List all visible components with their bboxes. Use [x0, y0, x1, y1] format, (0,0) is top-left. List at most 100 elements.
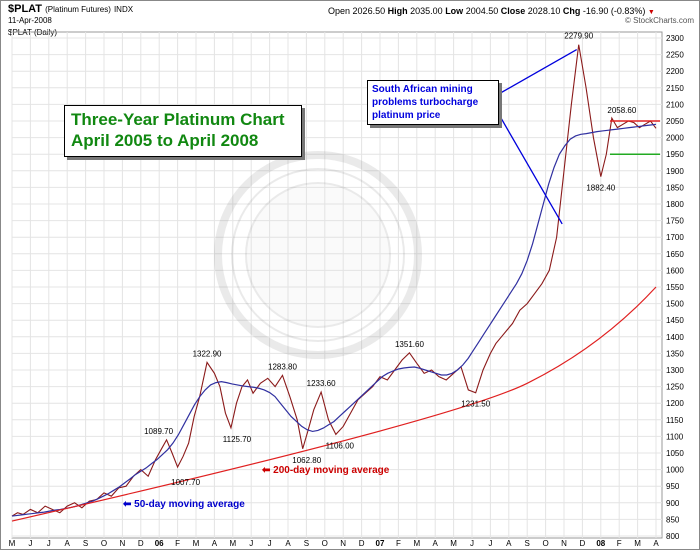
chart-annotations: 1089.70 1007.70 1322.90 1125.70 1283.80 1062.…	[144, 32, 637, 487]
high-label: High	[387, 6, 408, 16]
peak-label: 2058.60	[607, 106, 636, 115]
ticker-description: (Platinum Futures)	[45, 5, 111, 14]
y-tick-label: 1100	[666, 432, 684, 441]
y-tick-label: 1700	[666, 233, 684, 242]
chart-grid	[11, 31, 663, 539]
y-tick-label: 1050	[666, 449, 684, 458]
x-tick-label: J	[249, 539, 253, 548]
arrow-left-icon: ⬅	[262, 465, 271, 476]
x-tick-label: N	[561, 539, 567, 548]
peak-label: 1007.70	[171, 478, 200, 487]
y-tick-label: 2250	[666, 51, 684, 60]
x-tick-label: N	[340, 539, 346, 548]
stockcharts-credit: © StockCharts.com	[624, 16, 694, 25]
price-line	[11, 44, 657, 517]
x-tick-label: M	[413, 539, 420, 548]
x-tick-label: O	[101, 539, 107, 548]
y-tick-label: 2000	[666, 134, 684, 143]
y-tick-label: 1200	[666, 399, 684, 408]
x-tick-label: 07	[376, 539, 385, 548]
x-tick-label: D	[138, 539, 144, 548]
x-tick-label: F	[175, 539, 180, 548]
y-tick-label: 1000	[666, 466, 684, 475]
peak-label: 1125.70	[223, 435, 252, 444]
x-tick-label: N	[120, 539, 126, 548]
x-axis-labels: M J J A S O N D 06 F M A M J J A S O N D 07 F M A M J J A S O N D 08 F M A	[9, 539, 660, 548]
quote-date: 11-Apr-2008	[8, 16, 52, 25]
x-tick-label: S	[83, 539, 88, 548]
chg-value: -16.90 (-0.83%)	[582, 6, 646, 16]
peak-label: 1322.90	[193, 349, 222, 358]
x-tick-label: O	[322, 539, 328, 548]
arrow-left-icon: ⬅	[123, 499, 132, 510]
x-tick-label: O	[542, 539, 548, 548]
x-tick-label: M	[9, 539, 16, 548]
x-tick-label: S	[525, 539, 530, 548]
peak-label: 2279.90	[564, 32, 593, 41]
ma200-label-text: 200-day moving average	[273, 465, 390, 476]
y-tick-label: 900	[666, 499, 680, 508]
ma200-label: ⬅ 200-day moving average	[262, 465, 389, 476]
peak-label: 1062.80	[292, 456, 321, 465]
x-tick-label: J	[28, 539, 32, 548]
y-tick-label: 2050	[666, 117, 684, 126]
x-tick-label: F	[396, 539, 401, 548]
peak-label: 1351.60	[395, 340, 424, 349]
y-axis-labels: 800 850 900 950 1000 1050 1100 1150 1200 1250 1300…	[666, 34, 684, 541]
x-tick-label: J	[470, 539, 474, 548]
y-tick-label: 1550	[666, 283, 684, 292]
ma50-label: ⬅ 50-day moving average	[123, 499, 245, 510]
quote-summary: Open 2026.50 High 2035.00 Low 2004.50 Cl…	[328, 6, 655, 16]
y-tick-label: 1850	[666, 183, 684, 192]
mining-callout: South African mining problems turbocharg…	[367, 80, 499, 125]
y-tick-label: 850	[666, 515, 680, 524]
y-tick-label: 1950	[666, 150, 684, 159]
high-value: 2035.00	[410, 6, 443, 16]
open-label: Open	[328, 6, 351, 16]
x-tick-label: D	[359, 539, 365, 548]
x-tick-label: J	[268, 539, 272, 548]
y-tick-label: 2200	[666, 67, 684, 76]
y-tick-label: 1600	[666, 266, 684, 275]
y-tick-label: 1800	[666, 200, 684, 209]
y-tick-label: 2100	[666, 100, 684, 109]
close-label: Close	[500, 6, 526, 16]
y-tick-label: 1150	[666, 416, 684, 425]
y-tick-label: 1300	[666, 366, 684, 375]
chart-series	[11, 44, 660, 522]
y-tick-label: 1750	[666, 217, 684, 226]
x-tick-label: M	[634, 539, 641, 548]
peak-label: 1283.80	[268, 362, 297, 371]
peak-label: 1231.50	[461, 400, 490, 409]
chg-label: Chg	[562, 6, 581, 16]
x-tick-label: D	[580, 539, 586, 548]
callout-lines	[489, 49, 578, 225]
open-value: 2026.50	[352, 6, 386, 16]
ma50-label-text: 50-day moving average	[134, 499, 245, 510]
callout-line	[489, 98, 563, 225]
chart-title-box: Three-Year Platinum Chart April 2005 to …	[64, 105, 302, 157]
y-tick-label: 1650	[666, 250, 684, 259]
peak-label: 1089.70	[144, 427, 173, 436]
y-tick-label: 1450	[666, 316, 684, 325]
acl-watermark	[214, 151, 422, 359]
chart-title-line2: April 2005 to April 2008	[71, 131, 259, 150]
low-value: 2004.50	[465, 6, 499, 16]
y-tick-label: 1500	[666, 300, 684, 309]
y-tick-label: 2300	[666, 34, 684, 43]
x-tick-label: A	[653, 539, 659, 548]
low-label: Low	[445, 6, 464, 16]
y-tick-label: 950	[666, 482, 680, 491]
x-tick-label: 08	[596, 539, 605, 548]
x-tick-label: S	[304, 539, 309, 548]
peak-label: 1882.40	[586, 184, 615, 193]
x-tick-label: M	[450, 539, 457, 548]
y-tick-label: 1400	[666, 333, 684, 342]
callout-line	[489, 49, 578, 100]
close-value: 2028.10	[527, 6, 561, 16]
chart-title-line1: Three-Year Platinum Chart	[71, 110, 285, 129]
down-triangle-icon: ▼	[647, 9, 655, 16]
exchange-label: INDX	[113, 5, 134, 14]
x-tick-label: A	[65, 539, 71, 548]
